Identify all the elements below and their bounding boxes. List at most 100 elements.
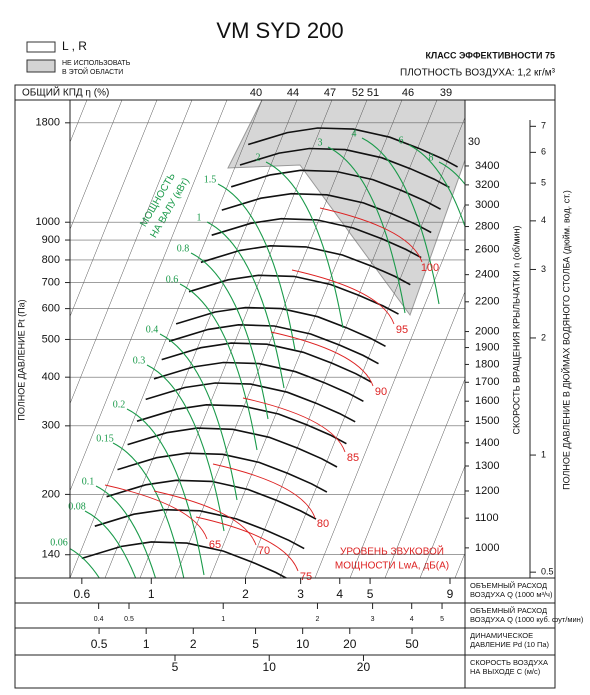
power-line: [217, 183, 296, 351]
y-tick-label: 600: [42, 303, 60, 315]
x-axis-title: ВОЗДУХА Q (1000 м³/ч): [470, 590, 553, 599]
inch-axis-title: ПОЛНОЕ ДАВЛЕНИЕ В ДЮЙМАХ ВОДЯНОГО СТОЛБА…: [560, 190, 571, 490]
fan-curve: [81, 541, 288, 578]
power-label: 0.8: [177, 243, 190, 254]
inch-tick-label: 7: [541, 121, 546, 131]
fan-curve: [221, 192, 432, 234]
system-line: [419, 465, 465, 578]
power-line: [70, 548, 100, 578]
x-tick-label: 50: [405, 637, 419, 651]
x-axis-title: СКОРОСТЬ ВОЗДУХА: [470, 658, 548, 667]
efficiency-label: 47: [324, 87, 336, 99]
rpm-tick-label: 1000: [475, 542, 499, 554]
efficiency-label: 51: [367, 87, 379, 99]
y-tick-label: 500: [42, 333, 60, 345]
fan-curve: [211, 217, 422, 259]
system-line: [70, 100, 158, 318]
power-line: [190, 252, 269, 420]
system-line: [70, 100, 193, 405]
system-line: [279, 116, 465, 578]
noise-line: [153, 490, 257, 546]
x-tick-label: 5: [172, 660, 179, 674]
power-label: 8: [429, 152, 434, 163]
power-label: 2: [256, 152, 261, 163]
rpm-tick-label: 1700: [475, 376, 499, 388]
rpm-tick-label: 1300: [475, 460, 499, 472]
system-line: [70, 100, 228, 492]
rpm-tick-label: 2400: [475, 269, 499, 281]
x-tick-label: 5: [252, 637, 259, 651]
x-axis-title: ОБЪЕМНЫЙ РАСХОД: [470, 606, 547, 615]
noise-label: 75: [300, 571, 312, 583]
legend-swatch: [26, 41, 56, 53]
power-label: 3: [318, 137, 323, 148]
power-label: 0.3: [133, 355, 146, 366]
fan-curve: [168, 323, 379, 365]
inch-tick-label: 4: [541, 215, 546, 225]
x-tick-label: 20: [357, 660, 371, 674]
fan-curve: [136, 403, 347, 445]
y-tick-label: 140: [42, 549, 60, 561]
rpm-tick-label: 2200: [475, 296, 499, 308]
x-tick-label: 4: [336, 587, 343, 601]
fan-curve: [145, 382, 356, 423]
noise-title: УРОВЕНЬ ЗВУКОВОЙ: [340, 545, 444, 558]
efficiency-class: КЛАСС ЭФФЕКТИВНОСТИ 75: [425, 50, 555, 60]
power-line: [206, 221, 285, 389]
power-line: [265, 161, 344, 329]
power-line: [361, 137, 440, 305]
rpm-tick-label: 2800: [475, 220, 499, 232]
x-tick-label: 2: [190, 637, 197, 651]
noise-title: МОЩНОСТИ LwA, дБ(А): [335, 561, 449, 572]
x-axis-title: ДИНАМИЧЕСКОЕ: [470, 631, 533, 640]
x-tick-label: 20: [343, 637, 357, 651]
y-tick-label: 700: [42, 276, 60, 288]
noise-label: 100: [421, 262, 439, 274]
y-tick-label: 900: [42, 234, 60, 246]
noise-line: [270, 331, 374, 387]
y-tick-label: 800: [42, 254, 60, 266]
noise-line: [291, 269, 395, 325]
inch-tick-label: 1: [541, 449, 546, 459]
frame: [14, 84, 556, 689]
fan-curve: [247, 127, 458, 168]
noise-line: [319, 207, 423, 263]
y-axis-title: ПОЛНОЕ ДАВЛЕНИЕ Pt (Па): [16, 299, 26, 420]
rpm-tick-label: 1400: [475, 437, 499, 449]
y-tick-label: 400: [42, 371, 60, 383]
fan-curve: [106, 479, 317, 520]
inch-tick-label: 3: [541, 264, 546, 274]
y-tick-label: 200: [42, 488, 60, 500]
x-tick-label: 0.6: [73, 587, 90, 601]
power-label: 0.15: [96, 433, 114, 444]
x-tick-label: 0.5: [124, 616, 134, 623]
power-line: [95, 485, 157, 578]
fan-curve: [94, 508, 305, 550]
x-tick-label: 0.5: [91, 637, 108, 651]
legend-label: L , R: [62, 39, 87, 53]
inch-tick-label: 0.5: [541, 567, 554, 577]
power-label: 0.4: [146, 324, 159, 335]
x-tick-label: 3: [297, 587, 304, 601]
x-tick-label: 4: [410, 616, 414, 623]
power-label: 0.08: [68, 501, 86, 512]
efficiency-label: 40: [250, 87, 262, 99]
rpm-tick-label: 3000: [475, 199, 499, 211]
system-line: [349, 290, 465, 578]
system-line: [174, 100, 368, 578]
power-label: 6: [399, 135, 404, 146]
power-label: 0.1: [82, 476, 95, 487]
noise-label: 95: [396, 324, 408, 336]
rpm-tick-label: 2000: [475, 325, 499, 337]
power-label: 1.5: [204, 174, 217, 185]
x-tick-label: 10: [296, 637, 310, 651]
noise-label: 70: [258, 545, 270, 557]
noise-label: 85: [347, 452, 359, 464]
noise-line: [212, 463, 316, 519]
efficiency-label: 52: [352, 87, 364, 99]
x-tick-label: 5: [367, 587, 374, 601]
legend-label: В ЭТОЙ ОБЛАСТИ: [62, 67, 123, 76]
plot-area: [70, 100, 465, 578]
rpm-tick-label: 1900: [475, 341, 499, 353]
